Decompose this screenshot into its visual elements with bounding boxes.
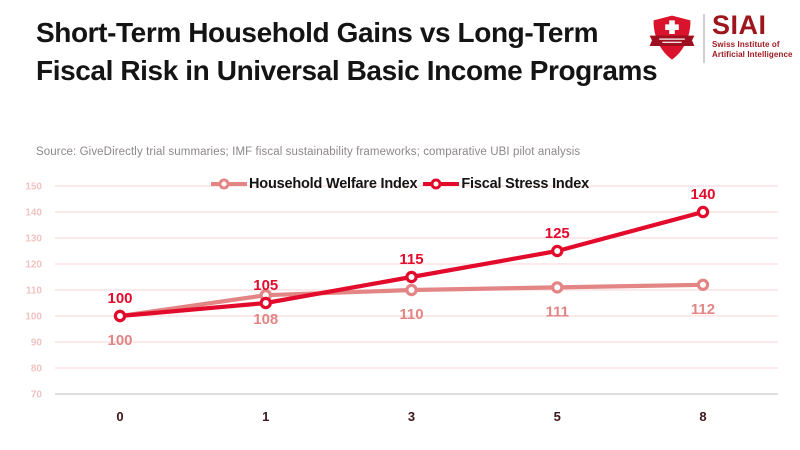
y-tick-label: 120	[25, 260, 42, 271]
data-label-fiscal-stress-index-0: 100	[107, 290, 132, 307]
legend-label: Fiscal Stress Index	[461, 176, 589, 192]
legend-marker-fiscal-stress-index	[423, 178, 460, 190]
logo-divider	[703, 14, 705, 63]
source-note: Source: GiveDirectly trial summaries; IM…	[36, 146, 581, 158]
y-tick-label: 110	[26, 286, 43, 297]
data-label-fiscal-stress-index-5: 125	[545, 225, 570, 242]
data-point-fiscal-stress-index-5	[551, 244, 564, 258]
x-tick-label: 3	[408, 409, 415, 424]
data-point-fiscal-stress-index-0	[113, 309, 127, 323]
legend-label: Household Welfare Index	[249, 176, 418, 192]
siai-logo: SIAI Swiss Institute of Artificial Intel…	[648, 12, 793, 64]
data-point-fiscal-stress-index-1	[259, 296, 272, 310]
data-label-fiscal-stress-index-1: 105	[253, 277, 278, 294]
y-tick-label: 80	[31, 364, 43, 375]
y-tick-label: 140	[25, 208, 42, 219]
page-title: Short-Term Household Gains vs Long-Term …	[36, 17, 658, 86]
legend-item-household-welfare-index: Household Welfare Index	[211, 176, 418, 192]
y-tick-label: 130	[25, 234, 42, 245]
legend-item-fiscal-stress-index: Fiscal Stress Index	[423, 176, 589, 192]
swiss-shield-icon	[649, 15, 695, 60]
data-point-household-welfare-index-5	[551, 281, 564, 294]
data-label-household-welfare-index-8: 112	[691, 301, 715, 318]
data-label-household-welfare-index-5: 111	[546, 303, 569, 320]
y-tick-label: 150	[25, 182, 42, 193]
data-label-household-welfare-index-0: 100	[107, 332, 132, 349]
logo-subtitle-line1: Swiss Institute of	[712, 40, 780, 49]
x-tick-label: 5	[554, 409, 561, 424]
data-point-household-welfare-index-8	[696, 278, 710, 292]
logo-text: SIAI Swiss Institute of Artificial Intel…	[712, 12, 793, 59]
data-label-household-welfare-index-1: 108	[253, 311, 278, 328]
data-point-fiscal-stress-index-3	[405, 270, 418, 284]
x-tick-label: 1	[262, 409, 269, 424]
line-chart: 150 140 130 120 110 100 90 80 70 0 1 3 5 8 100 108 110 11…	[25, 182, 778, 424]
legend-marker-household-welfare-index	[211, 178, 248, 190]
y-tick-label: 70	[31, 390, 43, 401]
data-label-fiscal-stress-index-8: 140	[690, 186, 715, 203]
logo-subtitle-line2: Artificial Intelligence	[712, 50, 793, 59]
logo-acronym: SIAI	[712, 10, 767, 40]
x-tick-label: 8	[699, 409, 706, 424]
data-label-household-welfare-index-3: 110	[399, 306, 423, 323]
data-point-fiscal-stress-index-8	[696, 205, 710, 219]
data-label-fiscal-stress-index-3: 115	[399, 251, 423, 268]
y-tick-label: 90	[31, 338, 43, 349]
data-point-household-welfare-index-3	[405, 283, 418, 297]
x-tick-label: 0	[116, 409, 123, 424]
chart-legend: Household Welfare Index Fiscal Stress Ind…	[0, 176, 800, 192]
y-tick-label: 100	[25, 312, 42, 323]
